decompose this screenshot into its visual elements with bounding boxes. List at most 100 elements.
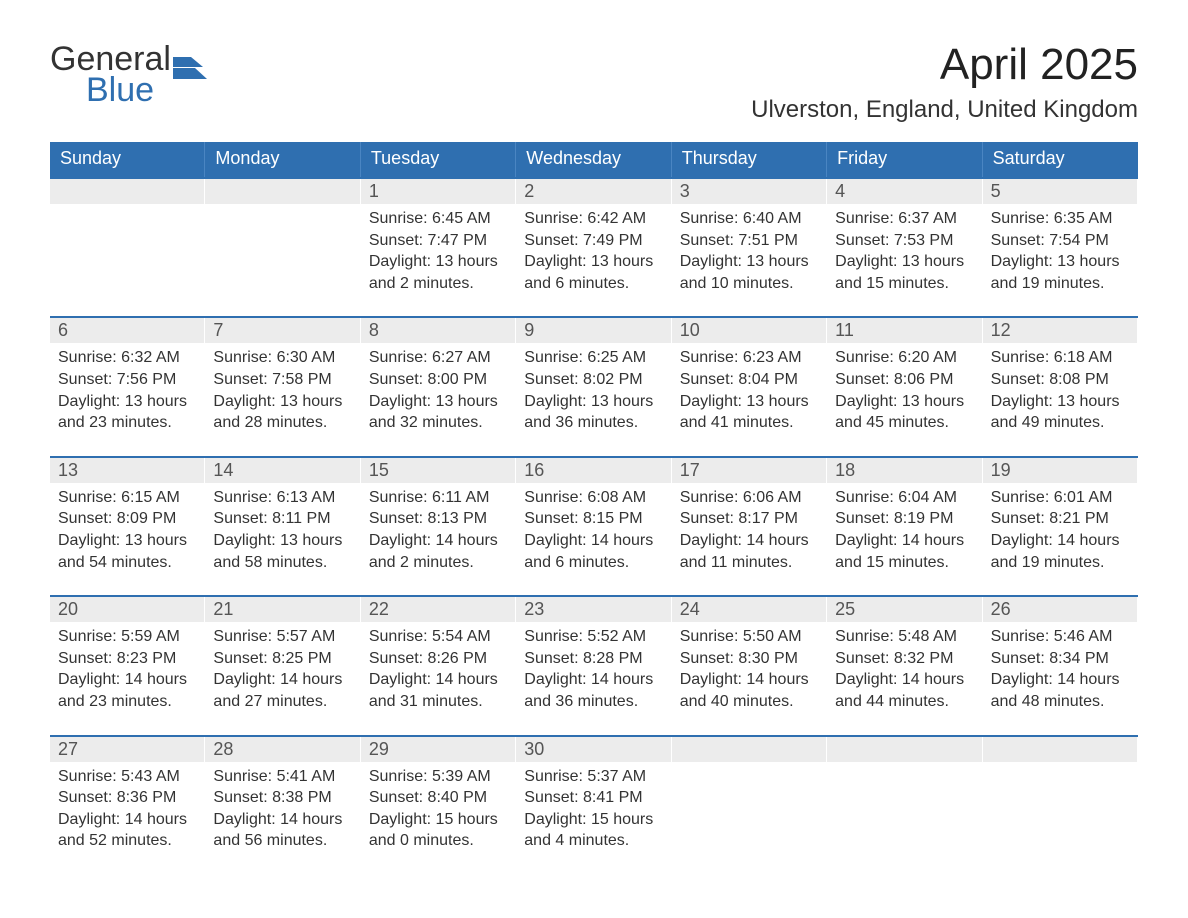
- weekday-header: Sunday: [50, 142, 205, 177]
- day-line: Daylight: 14 hours and 52 minutes.: [58, 809, 197, 852]
- weekday-header: Wednesday: [516, 142, 671, 177]
- day-line: Sunset: 8:02 PM: [524, 369, 663, 391]
- month-title: April 2025: [751, 40, 1138, 90]
- day-line: Sunrise: 5:48 AM: [835, 626, 974, 648]
- day-number: 14: [205, 458, 360, 483]
- day-line: Sunset: 7:51 PM: [680, 230, 819, 252]
- day-line: Sunset: 8:26 PM: [369, 648, 508, 670]
- day-line: Daylight: 14 hours and 31 minutes.: [369, 669, 508, 712]
- day-content: Sunrise: 6:42 AMSunset: 7:49 PMDaylight:…: [516, 204, 671, 304]
- day-number: 19: [983, 458, 1138, 483]
- week-row: 20212223242526Sunrise: 5:59 AMSunset: 8:…: [50, 595, 1138, 722]
- day-line: Daylight: 14 hours and 23 minutes.: [58, 669, 197, 712]
- day-content: Sunrise: 5:39 AMSunset: 8:40 PMDaylight:…: [361, 762, 516, 862]
- weekday-header: Thursday: [672, 142, 827, 177]
- location: Ulverston, England, United Kingdom: [751, 96, 1138, 124]
- week-row: 13141516171819Sunrise: 6:15 AMSunset: 8:…: [50, 456, 1138, 583]
- day-number: 23: [516, 597, 671, 622]
- day-line: Daylight: 14 hours and 48 minutes.: [991, 669, 1130, 712]
- day-content: Sunrise: 6:45 AMSunset: 7:47 PMDaylight:…: [361, 204, 516, 304]
- day-content: Sunrise: 6:35 AMSunset: 7:54 PMDaylight:…: [983, 204, 1138, 304]
- day-line: Daylight: 15 hours and 4 minutes.: [524, 809, 663, 852]
- weekday-header: Friday: [827, 142, 982, 177]
- day-content: Sunrise: 6:06 AMSunset: 8:17 PMDaylight:…: [672, 483, 827, 583]
- day-number: 17: [672, 458, 827, 483]
- day-line: Sunrise: 5:43 AM: [58, 766, 197, 788]
- day-number: 26: [983, 597, 1138, 622]
- day-content-empty: [827, 762, 982, 862]
- day-line: Sunset: 8:15 PM: [524, 508, 663, 530]
- day-line: Sunset: 7:47 PM: [369, 230, 508, 252]
- day-number: 3: [672, 179, 827, 204]
- day-content: Sunrise: 6:37 AMSunset: 7:53 PMDaylight:…: [827, 204, 982, 304]
- day-line: Sunset: 8:04 PM: [680, 369, 819, 391]
- day-number: 9: [516, 318, 671, 343]
- day-content: Sunrise: 5:37 AMSunset: 8:41 PMDaylight:…: [516, 762, 671, 862]
- day-line: Daylight: 13 hours and 58 minutes.: [213, 530, 352, 573]
- day-line: Daylight: 15 hours and 0 minutes.: [369, 809, 508, 852]
- day-line: Sunrise: 5:37 AM: [524, 766, 663, 788]
- day-content: Sunrise: 5:54 AMSunset: 8:26 PMDaylight:…: [361, 622, 516, 722]
- day-content: Sunrise: 6:01 AMSunset: 8:21 PMDaylight:…: [983, 483, 1138, 583]
- day-line: Sunset: 7:49 PM: [524, 230, 663, 252]
- day-content: Sunrise: 6:08 AMSunset: 8:15 PMDaylight:…: [516, 483, 671, 583]
- day-line: Sunset: 8:08 PM: [991, 369, 1130, 391]
- day-line: Sunrise: 6:15 AM: [58, 487, 197, 509]
- day-line: Sunrise: 6:01 AM: [991, 487, 1130, 509]
- day-line: Sunrise: 5:50 AM: [680, 626, 819, 648]
- day-line: Sunset: 8:32 PM: [835, 648, 974, 670]
- logo-flag-icon: [173, 57, 207, 79]
- day-line: Sunset: 8:19 PM: [835, 508, 974, 530]
- day-line: Daylight: 13 hours and 19 minutes.: [991, 251, 1130, 294]
- day-number: 6: [50, 318, 205, 343]
- day-content: Sunrise: 5:48 AMSunset: 8:32 PMDaylight:…: [827, 622, 982, 722]
- day-number-empty: [50, 179, 205, 204]
- day-line: Sunrise: 6:45 AM: [369, 208, 508, 230]
- day-line: Daylight: 14 hours and 2 minutes.: [369, 530, 508, 573]
- day-number-empty: [205, 179, 360, 204]
- day-number: 29: [361, 737, 516, 762]
- day-line: Sunrise: 6:30 AM: [213, 347, 352, 369]
- day-line: Sunrise: 6:20 AM: [835, 347, 974, 369]
- day-line: Sunset: 8:38 PM: [213, 787, 352, 809]
- day-number: 2: [516, 179, 671, 204]
- day-line: Sunrise: 6:08 AM: [524, 487, 663, 509]
- day-content: Sunrise: 5:50 AMSunset: 8:30 PMDaylight:…: [672, 622, 827, 722]
- week-row: 12345Sunrise: 6:45 AMSunset: 7:47 PMDayl…: [50, 177, 1138, 304]
- day-line: Daylight: 13 hours and 45 minutes.: [835, 391, 974, 434]
- day-line: Sunset: 8:06 PM: [835, 369, 974, 391]
- header: General Blue April 2025 Ulverston, Engla…: [50, 40, 1138, 124]
- day-content: Sunrise: 6:25 AMSunset: 8:02 PMDaylight:…: [516, 343, 671, 443]
- day-number: 1: [361, 179, 516, 204]
- day-number: 7: [205, 318, 360, 343]
- day-line: Sunset: 8:23 PM: [58, 648, 197, 670]
- day-line: Sunrise: 5:41 AM: [213, 766, 352, 788]
- day-line: Sunrise: 6:11 AM: [369, 487, 508, 509]
- weekday-header: Monday: [205, 142, 360, 177]
- day-line: Daylight: 14 hours and 40 minutes.: [680, 669, 819, 712]
- day-line: Daylight: 14 hours and 15 minutes.: [835, 530, 974, 573]
- day-line: Daylight: 14 hours and 11 minutes.: [680, 530, 819, 573]
- day-line: Sunset: 8:40 PM: [369, 787, 508, 809]
- day-number: 21: [205, 597, 360, 622]
- day-number: 13: [50, 458, 205, 483]
- week-row: 6789101112Sunrise: 6:32 AMSunset: 7:56 P…: [50, 316, 1138, 443]
- day-number: 11: [827, 318, 982, 343]
- weekday-header-row: SundayMondayTuesdayWednesdayThursdayFrid…: [50, 142, 1138, 177]
- day-line: Sunrise: 5:52 AM: [524, 626, 663, 648]
- day-number: 20: [50, 597, 205, 622]
- day-line: Sunset: 8:28 PM: [524, 648, 663, 670]
- day-line: Daylight: 13 hours and 32 minutes.: [369, 391, 508, 434]
- day-content: Sunrise: 6:40 AMSunset: 7:51 PMDaylight:…: [672, 204, 827, 304]
- day-line: Sunrise: 6:06 AM: [680, 487, 819, 509]
- day-line: Daylight: 13 hours and 28 minutes.: [213, 391, 352, 434]
- day-content: Sunrise: 5:46 AMSunset: 8:34 PMDaylight:…: [983, 622, 1138, 722]
- week-row: 27282930Sunrise: 5:43 AMSunset: 8:36 PMD…: [50, 735, 1138, 862]
- day-content: Sunrise: 5:41 AMSunset: 8:38 PMDaylight:…: [205, 762, 360, 862]
- day-line: Daylight: 14 hours and 6 minutes.: [524, 530, 663, 573]
- day-number: 27: [50, 737, 205, 762]
- day-line: Daylight: 13 hours and 36 minutes.: [524, 391, 663, 434]
- day-number: 24: [672, 597, 827, 622]
- day-line: Sunrise: 6:25 AM: [524, 347, 663, 369]
- day-content: Sunrise: 6:04 AMSunset: 8:19 PMDaylight:…: [827, 483, 982, 583]
